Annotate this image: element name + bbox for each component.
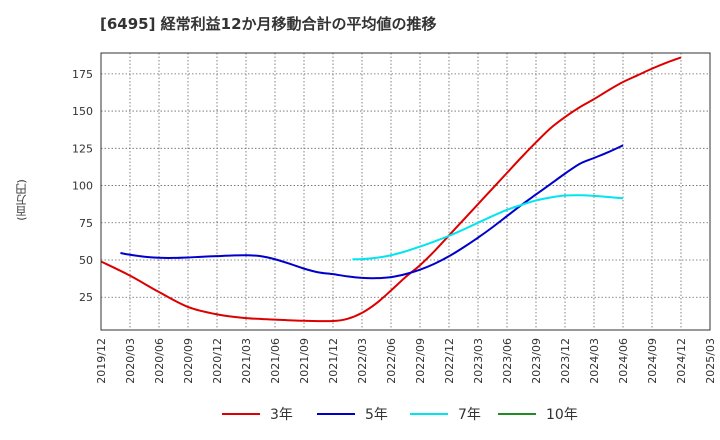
x-tick-label: 2024/03: [588, 338, 601, 384]
x-tick-label: 2020/06: [153, 338, 166, 384]
series-line-5y: [120, 144, 624, 280]
x-tick-label: 2024/12: [675, 338, 688, 384]
legend-swatch-3y: [222, 413, 260, 415]
legend-swatch-5y: [317, 413, 355, 415]
y-tick-label: 175: [72, 68, 93, 81]
x-tick-labels: 2019/12 2020/03 2020/06 2020/09 2020/12 2021/…: [95, 338, 717, 384]
legend-item-10y[interactable]: 10年: [498, 402, 578, 426]
x-tick-label: 2020/03: [124, 338, 137, 384]
x-tick-label: 2022/09: [414, 338, 427, 384]
y-tick-label: 150: [72, 105, 93, 118]
x-tick-label: 2022/06: [385, 338, 398, 384]
x-tick-label: 2024/09: [646, 338, 659, 384]
y-tick-label: 25: [79, 291, 93, 304]
y-tick-labels: 25 50 75 100 125 150 175: [72, 68, 93, 304]
x-tick-label: 2023/09: [530, 338, 543, 384]
legend-label-10y: 10年: [546, 407, 578, 423]
series-lines: [100, 56, 682, 323]
x-tick-label: 2024/06: [617, 338, 630, 384]
y-tick-label: 125: [72, 142, 93, 155]
y-tick-label: 75: [79, 217, 93, 230]
x-tick-label: 2023/06: [501, 338, 514, 384]
legend-label-5y: 5年: [365, 407, 388, 423]
x-tick-label: 2021/03: [240, 338, 253, 384]
legend-item-7y[interactable]: 7年: [410, 402, 481, 426]
x-tick-label: 2025/03: [704, 338, 717, 384]
plot-frame: [100, 52, 711, 331]
y-tick-label: 100: [72, 180, 93, 193]
chart-title: [6495] 経常利益12か月移動合計の平均値の推移: [100, 15, 437, 33]
y-tick-label: 50: [79, 254, 93, 267]
grid-lines: [101, 53, 710, 330]
series-line-7y: [352, 194, 624, 261]
x-tick-label: 2020/09: [182, 338, 195, 384]
legend: 3年 5年 7年 10年: [0, 402, 720, 426]
x-tick-label: 2023/03: [472, 338, 485, 384]
x-tick-label: 2021/06: [269, 338, 282, 384]
legend-swatch-10y: [498, 413, 536, 415]
legend-label-3y: 3年: [270, 407, 293, 423]
legend-item-3y[interactable]: 3年: [222, 402, 293, 426]
x-tick-label: 2022/12: [443, 338, 456, 384]
x-tick-label: 2021/12: [327, 338, 340, 384]
legend-swatch-7y: [410, 413, 448, 415]
legend-label-7y: 7年: [458, 407, 481, 423]
x-tick-label: 2022/03: [356, 338, 369, 384]
x-tick-label: 2021/09: [298, 338, 311, 384]
x-tick-label: 2023/12: [559, 338, 572, 384]
x-tick-label: 2019/12: [95, 338, 108, 384]
x-tick-label: 2020/12: [211, 338, 224, 384]
legend-item-5y[interactable]: 5年: [317, 402, 388, 426]
